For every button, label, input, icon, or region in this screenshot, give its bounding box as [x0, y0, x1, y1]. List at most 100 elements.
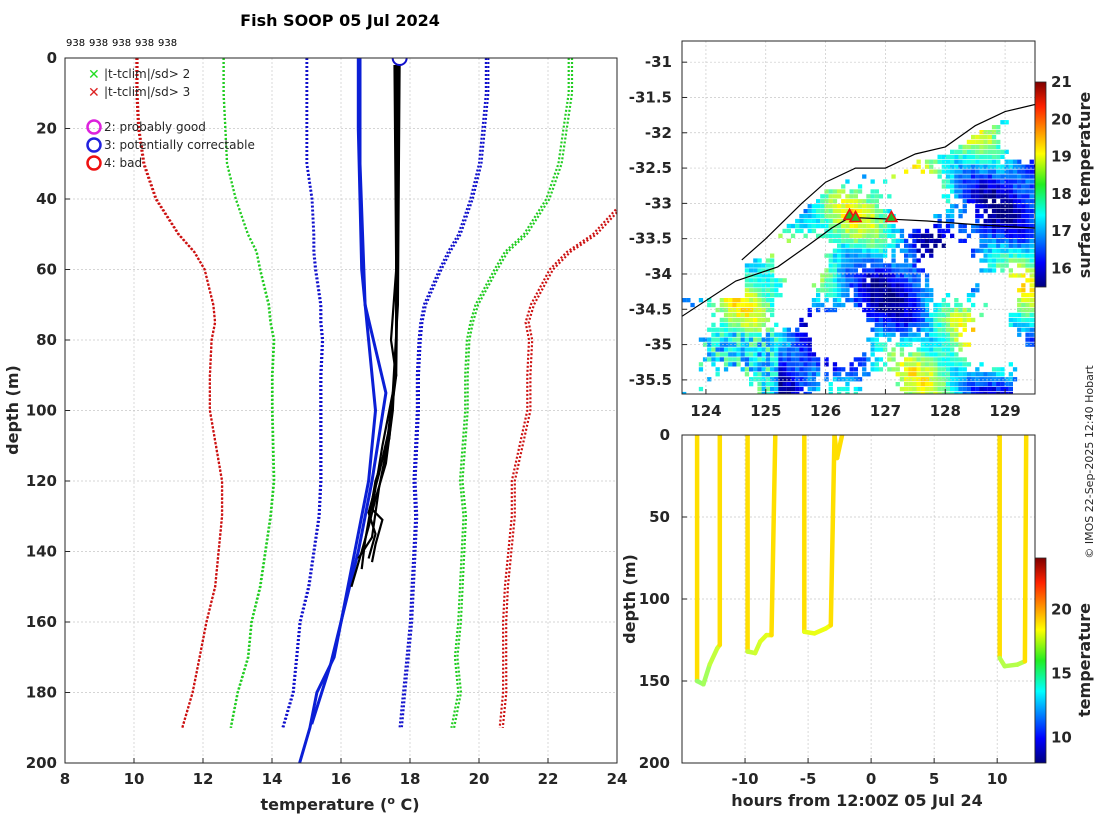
sst-pixel	[866, 209, 871, 214]
sst-pixel	[1012, 273, 1018, 278]
sst-pixel	[719, 307, 724, 313]
sst-pixel	[874, 238, 879, 243]
sst-pixel	[941, 362, 946, 367]
sst-pixel	[832, 199, 838, 204]
sst-pixel	[753, 352, 758, 357]
sst-pixel	[950, 342, 955, 347]
sst-pixel	[845, 243, 850, 248]
sst-pixel	[945, 322, 951, 327]
sst-pixel	[895, 367, 900, 372]
sst-pixel	[874, 288, 879, 293]
sst-pixel	[761, 263, 766, 268]
sst-pixel	[770, 273, 775, 278]
section-colorbar: 10 15 20 temperature	[1034, 557, 1094, 764]
sst-pixel	[996, 189, 1001, 194]
sst-pixel	[770, 278, 775, 283]
sst-pixel	[828, 273, 833, 278]
sst-pixel	[698, 362, 704, 367]
sst-pixel	[912, 253, 917, 258]
sst-pixel	[862, 243, 867, 248]
sst-pixel	[945, 194, 951, 199]
sst-pixel	[837, 204, 842, 209]
sst-pixel	[991, 258, 997, 263]
x-tick-label: 127	[870, 402, 901, 420]
sst-pixel	[891, 367, 896, 372]
sst-pixel	[958, 149, 963, 154]
sst-pixel	[908, 337, 913, 342]
colorbar-ticks: 16 17 18 19 20 21	[1051, 73, 1072, 277]
sst-pixel	[795, 357, 800, 362]
sst-pixel	[811, 362, 817, 367]
sst-pixel	[1021, 184, 1026, 189]
sst-pixel	[1033, 332, 1035, 337]
sst-pixel	[971, 372, 976, 377]
sst-pixel	[1029, 199, 1034, 204]
sst-pixel	[761, 322, 766, 327]
sst-pixel	[895, 293, 900, 298]
sst-pixel	[1033, 218, 1035, 224]
sst-pixel	[1025, 209, 1030, 214]
sst-pixel	[807, 347, 812, 352]
sst-pixel	[765, 386, 771, 392]
sst-pixel	[1000, 372, 1005, 377]
sst-pixel	[979, 243, 984, 248]
sst-pixel	[991, 391, 997, 394]
sst-pixel	[870, 243, 875, 248]
sst-pixel	[1029, 268, 1034, 273]
sst-pixel	[945, 377, 951, 382]
sst-pixel	[979, 391, 984, 394]
sst-pixel	[870, 283, 875, 288]
sst-pixel	[887, 367, 892, 372]
sst-pixel	[971, 134, 976, 140]
sst-pixel	[954, 367, 959, 372]
colorbar-tick-label: 16	[1051, 259, 1072, 277]
sst-pixel	[761, 357, 766, 362]
sst-pixel	[757, 337, 762, 342]
sst-pixel	[937, 367, 942, 372]
sst-pixel	[707, 298, 712, 303]
sst-pixel	[845, 179, 850, 184]
sst-pixel	[908, 302, 913, 308]
sst-pixel	[862, 233, 867, 238]
sst-pixel	[824, 233, 829, 238]
sst-pixel	[971, 154, 976, 159]
sst-pixel	[874, 278, 879, 283]
sst-pixel	[912, 243, 917, 248]
sst-pixel	[991, 248, 997, 253]
sst-pixel	[929, 253, 934, 258]
sst-pixel	[1021, 209, 1026, 214]
sst-pixel	[828, 382, 833, 387]
cast-id-label: 938	[89, 38, 108, 49]
sst-pixel	[803, 362, 808, 367]
sst-pixel	[744, 327, 750, 332]
sst-pixel	[807, 228, 812, 234]
sst-pixel	[929, 386, 934, 392]
sst-pixel	[811, 367, 817, 372]
sst-pixel	[891, 278, 896, 283]
section-y-ticks: 0 50 100 150 200	[639, 426, 670, 772]
sst-pixel	[908, 332, 913, 337]
sst-pixel	[874, 293, 879, 298]
sst-pixel	[811, 382, 817, 387]
sst-pixel	[904, 302, 909, 308]
sst-pixel	[924, 357, 930, 362]
sst-pixel	[828, 209, 833, 214]
y-tick-label: -32	[645, 124, 672, 142]
sst-pixel	[874, 218, 879, 224]
sst-pixel	[991, 130, 997, 135]
sst-pixel	[887, 273, 892, 278]
temperature-profile-line	[357, 64, 401, 560]
sst-pixel	[866, 288, 871, 293]
sst-pixel	[744, 347, 750, 352]
sst-pixel	[799, 223, 804, 229]
sst-pixel	[878, 233, 884, 238]
colorbar-tick-label: 15	[1051, 664, 1072, 682]
sst-pixel	[1004, 204, 1009, 209]
sst-pixel	[971, 189, 976, 194]
sst-pixel	[937, 362, 942, 367]
sst-pixel	[1025, 248, 1030, 253]
sst-pixel	[945, 386, 951, 392]
temperature-profile-line	[310, 58, 388, 725]
sst-pixel	[924, 382, 930, 387]
sst-pixel	[770, 377, 775, 382]
